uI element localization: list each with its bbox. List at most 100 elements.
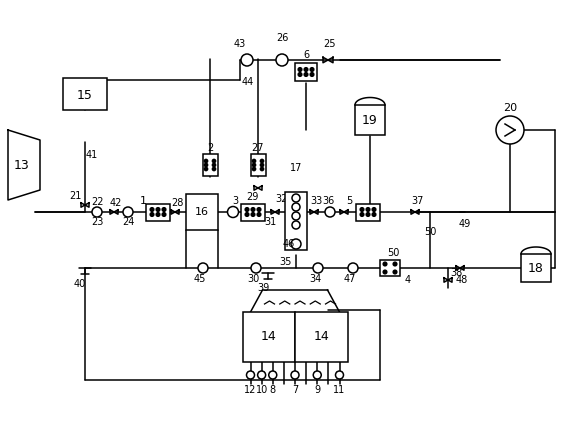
Bar [186, 194, 218, 230]
Bar [295, 312, 347, 362]
Circle shape [298, 68, 302, 71]
Bar [241, 203, 265, 221]
Circle shape [247, 371, 254, 379]
Text: 31: 31 [264, 217, 276, 227]
Circle shape [366, 213, 370, 216]
Circle shape [291, 239, 301, 249]
Text: 22: 22 [91, 197, 103, 207]
Circle shape [325, 207, 335, 217]
Circle shape [292, 212, 300, 220]
Text: 42: 42 [110, 198, 122, 208]
Circle shape [204, 167, 208, 171]
Text: 32: 32 [276, 194, 288, 204]
Text: 48: 48 [456, 275, 468, 285]
Text: 15: 15 [77, 89, 93, 101]
Circle shape [393, 270, 397, 274]
Text: 28: 28 [171, 198, 183, 208]
Text: 17: 17 [290, 163, 302, 173]
Text: 45: 45 [194, 274, 206, 284]
Bar [295, 63, 317, 81]
Circle shape [156, 213, 160, 216]
Text: 6: 6 [303, 50, 309, 60]
Circle shape [251, 208, 255, 211]
Circle shape [360, 213, 364, 216]
Bar [203, 154, 218, 176]
Text: 34: 34 [309, 274, 321, 284]
Circle shape [204, 159, 208, 163]
Circle shape [383, 270, 387, 274]
Circle shape [260, 159, 264, 163]
Text: 8: 8 [269, 385, 276, 395]
Bar [250, 154, 265, 176]
Circle shape [212, 167, 215, 171]
Text: 36: 36 [322, 196, 334, 206]
Text: 30: 30 [247, 274, 259, 284]
Text: 46: 46 [283, 239, 295, 249]
Bar [243, 312, 295, 362]
Text: 23: 23 [91, 217, 103, 227]
Circle shape [212, 163, 215, 167]
Text: 4: 4 [405, 275, 411, 285]
Text: 40: 40 [74, 279, 86, 289]
Bar [285, 192, 307, 250]
Text: 1: 1 [140, 196, 147, 206]
Circle shape [304, 73, 308, 76]
Bar [356, 203, 380, 221]
Circle shape [292, 203, 300, 211]
Circle shape [372, 213, 376, 216]
Circle shape [260, 167, 264, 171]
Circle shape [251, 263, 261, 273]
Text: 11: 11 [333, 385, 346, 395]
Circle shape [150, 208, 154, 211]
Text: 7: 7 [292, 385, 298, 395]
Text: 3: 3 [232, 196, 238, 206]
Circle shape [198, 263, 208, 273]
Bar [521, 254, 551, 282]
Text: 44: 44 [242, 77, 254, 87]
Circle shape [366, 208, 370, 211]
Text: 16: 16 [195, 207, 209, 217]
Bar [380, 260, 400, 276]
Circle shape [313, 371, 321, 379]
Circle shape [241, 54, 253, 66]
Text: 13: 13 [14, 159, 30, 171]
Circle shape [162, 208, 166, 211]
Bar [355, 105, 385, 135]
Circle shape [257, 208, 261, 211]
Text: 14: 14 [313, 330, 329, 343]
Circle shape [496, 116, 524, 144]
Text: 29: 29 [246, 192, 258, 202]
Circle shape [310, 68, 314, 71]
Text: 37: 37 [411, 196, 423, 206]
Circle shape [360, 208, 364, 211]
Text: 49: 49 [459, 219, 471, 229]
Circle shape [253, 159, 255, 163]
Circle shape [150, 213, 154, 216]
Circle shape [123, 207, 133, 217]
Circle shape [291, 371, 299, 379]
Text: 26: 26 [276, 33, 288, 43]
Polygon shape [8, 130, 40, 200]
Circle shape [156, 208, 160, 211]
Circle shape [372, 208, 376, 211]
Text: 5: 5 [346, 196, 352, 206]
Text: 10: 10 [255, 385, 268, 395]
Circle shape [304, 68, 308, 71]
Text: 21: 21 [69, 191, 81, 201]
Circle shape [313, 263, 323, 273]
Circle shape [253, 167, 255, 171]
Circle shape [298, 73, 302, 76]
Circle shape [162, 213, 166, 216]
Text: 19: 19 [362, 113, 378, 127]
Circle shape [260, 163, 264, 167]
Circle shape [310, 73, 314, 76]
Circle shape [253, 163, 255, 167]
Text: 41: 41 [86, 150, 98, 160]
Text: 20: 20 [503, 103, 517, 113]
Circle shape [92, 207, 102, 217]
Circle shape [292, 194, 300, 202]
Text: 38: 38 [450, 268, 462, 278]
Circle shape [269, 371, 277, 379]
Circle shape [335, 371, 343, 379]
Text: 50: 50 [387, 248, 399, 258]
